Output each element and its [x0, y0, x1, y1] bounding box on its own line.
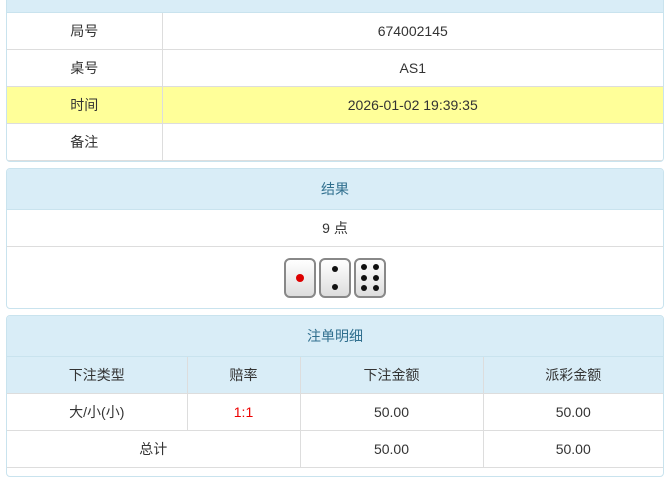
pip	[360, 264, 367, 271]
result-points: 9 点	[7, 209, 663, 247]
payout: 50.00	[482, 393, 663, 431]
info-header	[7, 0, 663, 13]
odds: 1:1	[186, 393, 301, 431]
info-panel: 局号 674002145 桌号 AS1 时间 2026-01-02 19:39:35 …	[6, 0, 664, 162]
table-row: 大/小(小) 1:1 50.00 50.00	[7, 393, 663, 431]
col-bet-type: 下注类型	[7, 356, 188, 394]
table-number: AS1	[161, 49, 663, 87]
bet-amount: 50.00	[299, 393, 484, 431]
row-time: 时间 2026-01-02 19:39:35	[7, 86, 663, 124]
label: 时间	[7, 86, 163, 124]
total-amount: 50.00	[299, 430, 484, 468]
col-amount: 下注金额	[299, 356, 484, 394]
die-1	[284, 257, 316, 298]
bets-panel: 注单明细 下注类型 赔率 下注金额 派彩金额 大/小(小) 1:1 50.00 …	[6, 315, 664, 477]
row-table: 桌号 AS1	[7, 49, 663, 87]
result-title: 结果	[7, 169, 663, 210]
label: 备注	[7, 123, 163, 161]
pip	[332, 265, 338, 272]
row-round: 局号 674002145	[7, 13, 663, 50]
round-number: 674002145	[161, 13, 663, 50]
pip	[332, 283, 338, 290]
die-6	[354, 257, 386, 298]
pip	[360, 274, 367, 281]
die-2	[319, 257, 351, 298]
total-payout: 50.00	[482, 430, 663, 468]
col-payout: 派彩金额	[482, 356, 663, 394]
pip	[373, 274, 380, 281]
pip	[360, 284, 367, 291]
pip	[296, 273, 304, 282]
result-panel: 结果 9 点	[6, 168, 664, 309]
total-row: 总计 50.00 50.00	[7, 430, 663, 468]
row-remark: 备注	[7, 123, 663, 161]
bet-type: 大/小(小)	[7, 393, 188, 431]
remark-value	[161, 123, 663, 161]
label: 桌号	[7, 49, 163, 87]
total-label: 总计	[7, 430, 301, 468]
bets-header-row: 下注类型 赔率 下注金额 派彩金额	[7, 356, 663, 394]
col-odds: 赔率	[186, 356, 301, 394]
bets-title: 注单明细	[7, 316, 663, 357]
time-value: 2026-01-02 19:39:35	[161, 86, 663, 124]
info-table: 局号 674002145 桌号 AS1 时间 2026-01-02 19:39:35 …	[7, 13, 663, 161]
label: 局号	[7, 13, 163, 50]
pip	[373, 284, 380, 291]
pip	[373, 264, 380, 271]
dice-group	[284, 257, 386, 298]
